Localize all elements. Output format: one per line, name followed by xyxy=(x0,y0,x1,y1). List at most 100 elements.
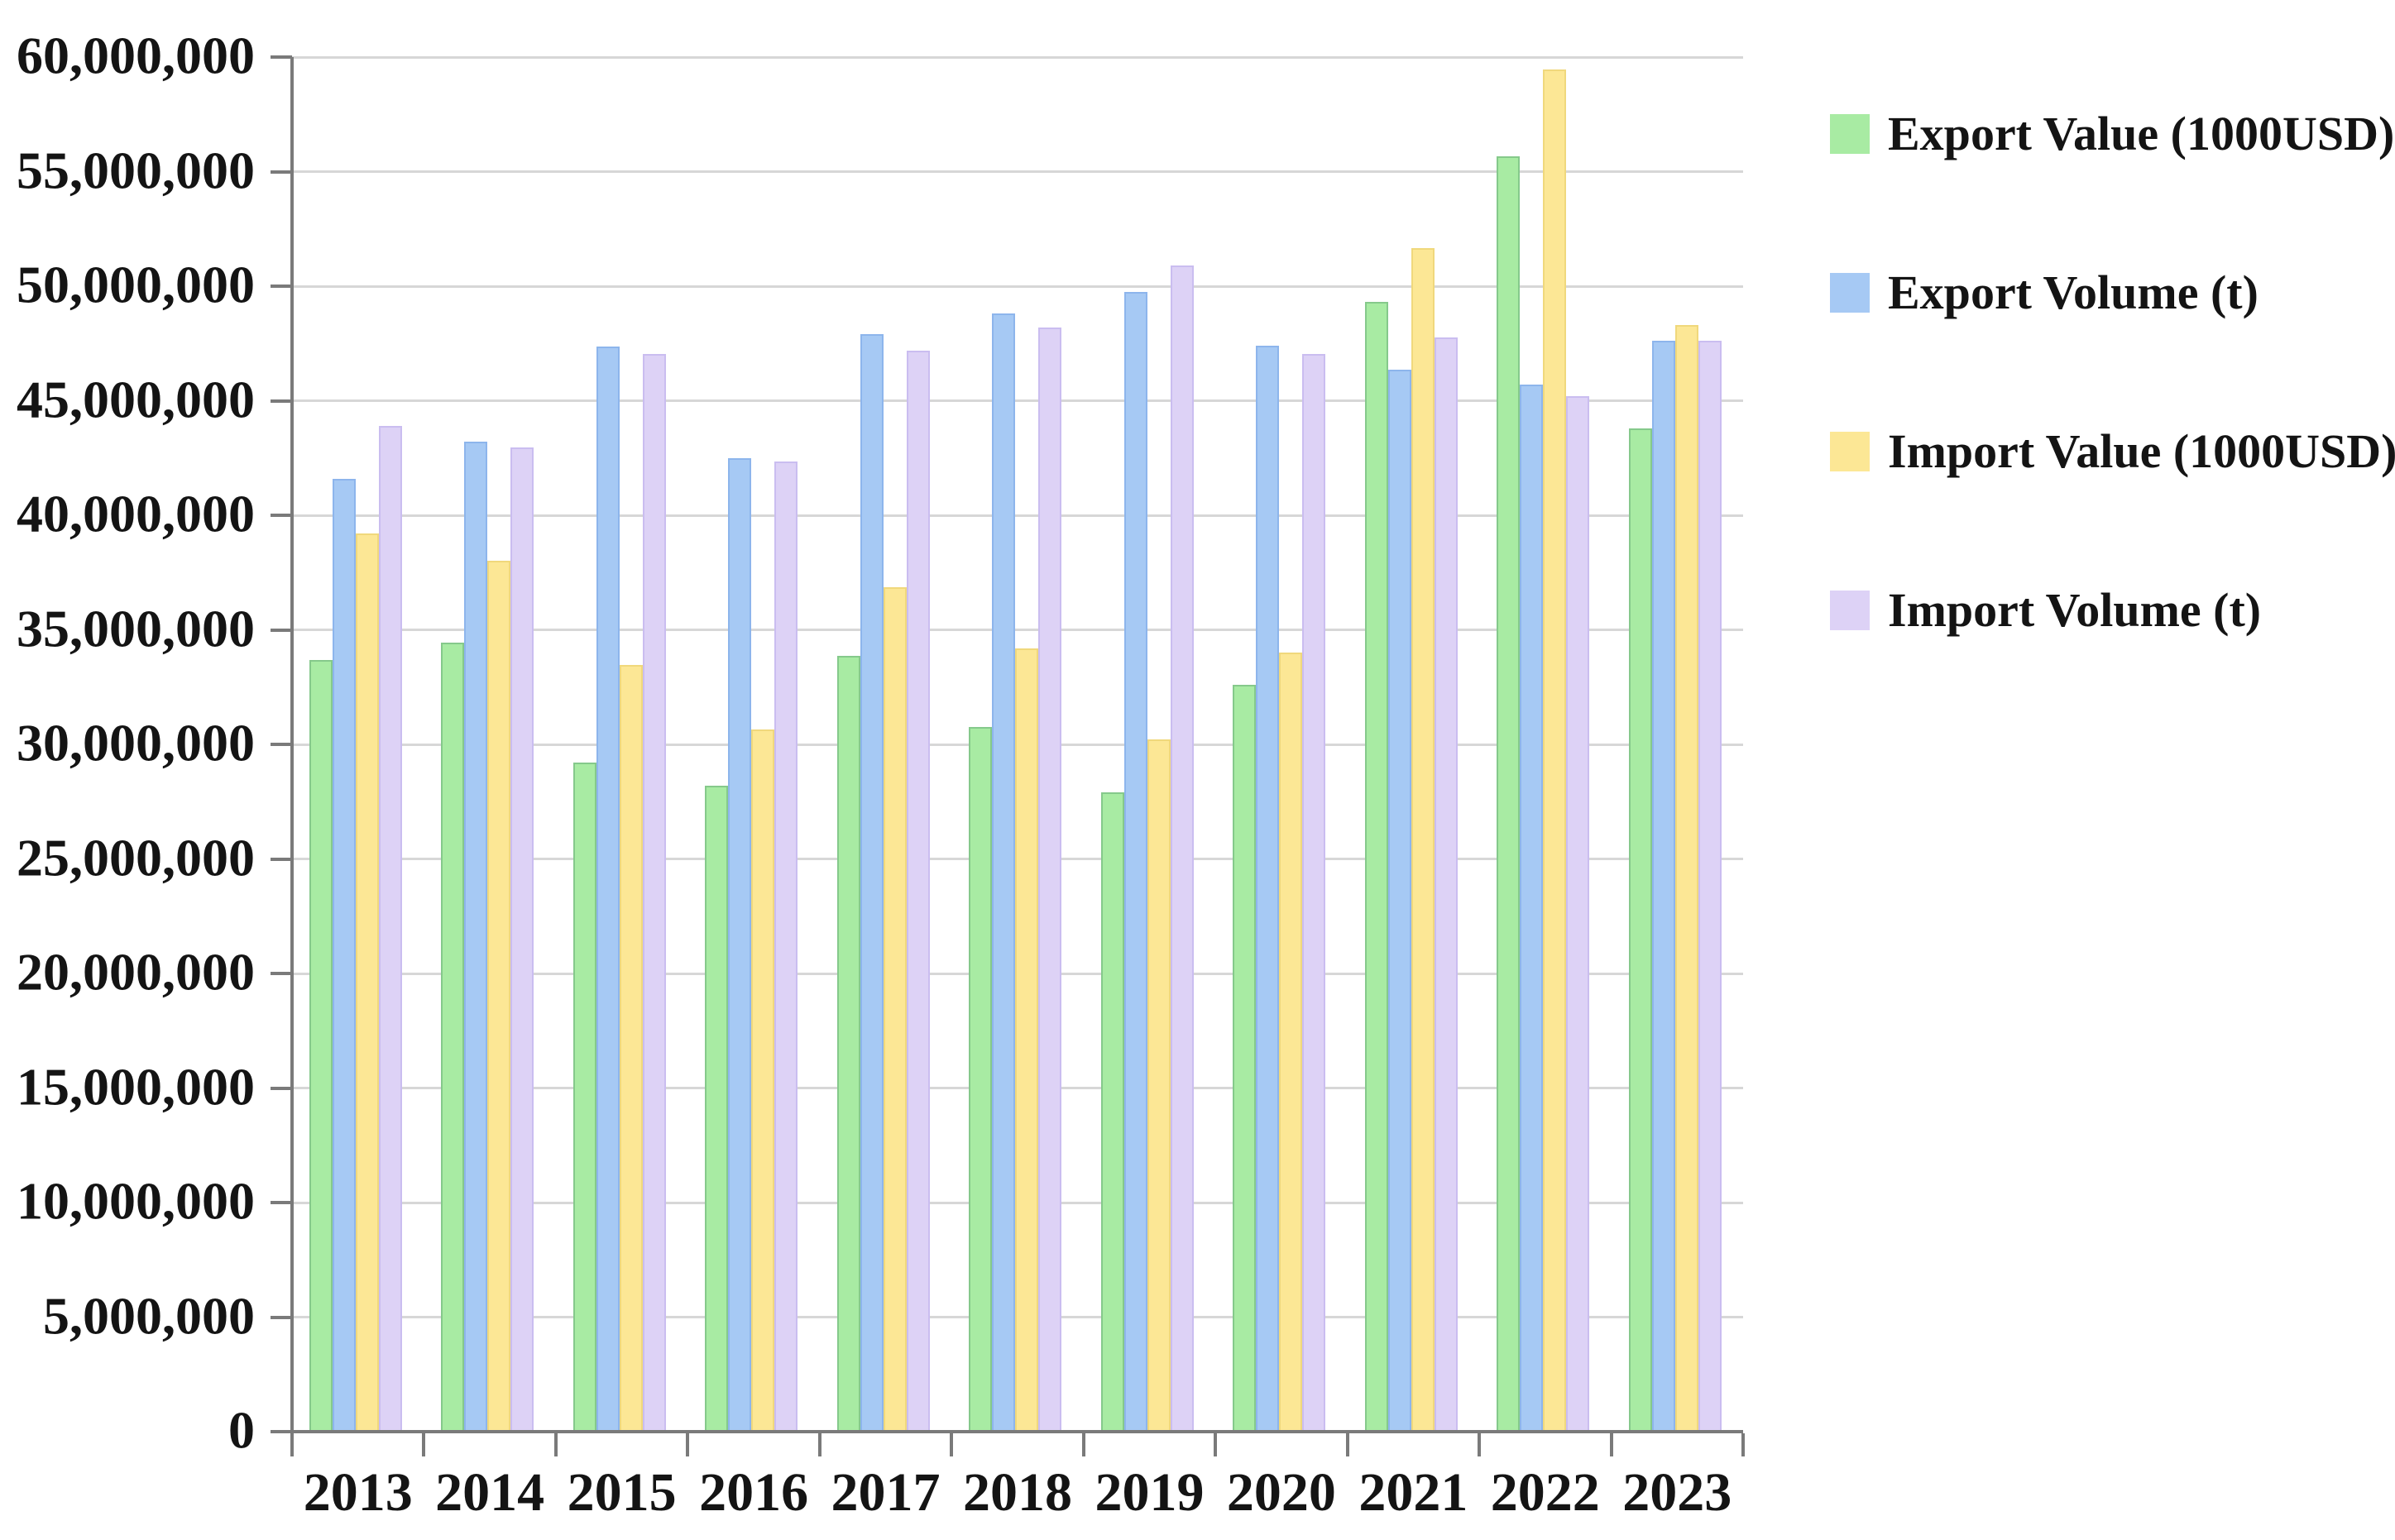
legend-item-import-volume: Import Volume (t) xyxy=(1830,584,2261,637)
bar-2016-import-volume xyxy=(774,462,798,1432)
y-axis-tick xyxy=(271,972,292,975)
bar-2013-export-value xyxy=(309,660,333,1432)
y-axis-label: 15,000,000 xyxy=(17,1057,255,1117)
bar-2023-export-value xyxy=(1629,428,1652,1432)
y-axis-tick xyxy=(271,628,292,632)
bar-2014-import-volume xyxy=(510,447,534,1432)
y-axis-label: 20,000,000 xyxy=(17,942,255,1002)
legend-label-import-value: Import Value (1000USD) xyxy=(1888,424,2395,479)
y-axis-tick xyxy=(271,1201,292,1204)
legend-swatch-export-value xyxy=(1830,114,1870,154)
bar-2019-export-volume xyxy=(1124,292,1147,1432)
y-axis-label: 25,000,000 xyxy=(17,828,255,887)
h-gridline-50000000 xyxy=(292,285,1743,288)
x-axis-label-2023: 2023 xyxy=(1622,1462,1732,1523)
bar-2013-import-volume xyxy=(379,426,402,1432)
x-axis-label-2013: 2013 xyxy=(303,1462,413,1523)
bar-2023-import-volume xyxy=(1698,341,1722,1432)
y-axis-tick xyxy=(271,55,292,59)
legend-swatch-import-volume xyxy=(1830,591,1870,630)
legend-label-export-value: Export Value (1000USD) xyxy=(1888,107,2395,161)
h-gridline-60000000 xyxy=(292,55,1743,59)
y-axis-label: 50,000,000 xyxy=(17,255,255,314)
legend-item-export-value: Export Value (1000USD) xyxy=(1830,108,2394,160)
x-axis-tick xyxy=(422,1433,426,1456)
legend-label-export-volume: Export Volume (t) xyxy=(1888,265,2258,320)
bar-2014-export-value xyxy=(441,643,464,1432)
bar-2015-import-volume xyxy=(643,354,666,1432)
legend-swatch-export-volume xyxy=(1830,273,1870,313)
x-axis-label-2020: 2020 xyxy=(1226,1462,1336,1523)
x-axis-tick xyxy=(1609,1433,1613,1456)
h-gridline-35000000 xyxy=(292,629,1743,631)
y-axis-tick xyxy=(271,1086,292,1090)
h-gridline-55000000 xyxy=(292,170,1743,173)
y-axis-tick xyxy=(271,399,292,403)
bar-2022-import-value xyxy=(1543,69,1566,1432)
bar-2015-export-value xyxy=(573,763,596,1432)
y-axis-tick xyxy=(271,514,292,517)
bar-2021-import-value xyxy=(1411,248,1435,1432)
bar-2021-import-volume xyxy=(1435,337,1458,1432)
y-axis-label: 45,000,000 xyxy=(17,370,255,429)
y-axis-label: 5,000,000 xyxy=(43,1286,255,1346)
x-axis-tick xyxy=(1214,1433,1218,1456)
x-axis-label-2015: 2015 xyxy=(567,1462,677,1523)
x-axis-label-2017: 2017 xyxy=(831,1462,941,1523)
x-axis-tick xyxy=(1741,1433,1745,1456)
bar-2014-export-volume xyxy=(464,442,487,1432)
bar-2020-export-value xyxy=(1233,685,1256,1432)
bar-2019-import-volume xyxy=(1171,265,1194,1432)
bar-2014-import-value xyxy=(487,561,510,1432)
y-axis-label: 10,000,000 xyxy=(17,1171,255,1231)
bar-2018-import-volume xyxy=(1038,328,1061,1432)
bar-2017-export-volume xyxy=(860,334,884,1432)
bar-2019-import-value xyxy=(1147,739,1171,1432)
bar-2018-import-value xyxy=(1015,648,1038,1432)
h-gridline-45000000 xyxy=(292,399,1743,402)
bar-2015-export-volume xyxy=(596,347,620,1432)
y-axis-tick xyxy=(271,1315,292,1319)
h-gridline-40000000 xyxy=(292,514,1743,517)
x-axis-tick xyxy=(686,1433,690,1456)
legend-item-export-volume: Export Volume (t) xyxy=(1830,266,2258,319)
x-axis-tick xyxy=(950,1433,954,1456)
bar-2023-import-value xyxy=(1675,325,1698,1432)
bar-2013-export-volume xyxy=(333,479,356,1432)
x-axis-label-2022: 2022 xyxy=(1490,1462,1600,1523)
y-axis-label: 0 xyxy=(228,1400,255,1460)
y-axis-tick xyxy=(271,170,292,174)
bar-2013-import-value xyxy=(356,533,379,1432)
bar-2017-import-volume xyxy=(907,351,930,1432)
y-axis-line xyxy=(290,57,294,1456)
bar-2017-import-value xyxy=(884,587,907,1432)
y-axis-label: 35,000,000 xyxy=(17,599,255,658)
x-axis-tick xyxy=(1345,1433,1349,1456)
bar-2015-import-value xyxy=(620,665,643,1432)
bar-2022-export-value xyxy=(1497,156,1520,1432)
legend-swatch-import-value xyxy=(1830,432,1870,471)
y-axis-label: 55,000,000 xyxy=(17,141,255,200)
legend-item-import-value: Import Value (1000USD) xyxy=(1830,425,2395,478)
bar-2020-import-volume xyxy=(1302,354,1325,1432)
x-axis-tick xyxy=(553,1433,558,1456)
x-axis-label-2018: 2018 xyxy=(962,1462,1072,1523)
legend-label-import-volume: Import Volume (t) xyxy=(1888,583,2262,638)
bar-2016-import-value xyxy=(751,729,774,1432)
bar-2017-export-value xyxy=(837,656,860,1432)
y-axis-tick xyxy=(271,285,292,288)
bar-2023-export-volume xyxy=(1652,341,1675,1432)
y-axis-tick xyxy=(271,857,292,861)
bar-2022-import-volume xyxy=(1566,396,1589,1432)
bar-2016-export-volume xyxy=(728,458,751,1432)
bar-2021-export-volume xyxy=(1388,370,1411,1432)
bar-2020-import-value xyxy=(1279,653,1302,1432)
y-axis-tick xyxy=(271,1430,292,1433)
x-axis-label-2014: 2014 xyxy=(435,1462,545,1523)
bar-2021-export-value xyxy=(1365,302,1388,1432)
x-axis-label-2019: 2019 xyxy=(1095,1462,1205,1523)
x-axis-tick xyxy=(1081,1433,1085,1456)
y-axis-label: 40,000,000 xyxy=(17,484,255,543)
y-axis-label: 60,000,000 xyxy=(17,26,255,85)
